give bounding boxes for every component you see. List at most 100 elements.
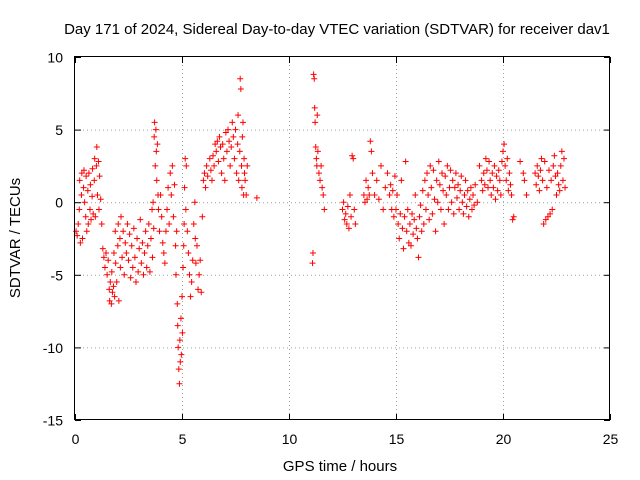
data-point	[311, 104, 318, 111]
data-point	[394, 191, 401, 198]
data-point	[89, 193, 96, 200]
data-point	[369, 170, 376, 177]
data-point	[226, 138, 233, 145]
data-point	[460, 210, 467, 217]
data-point	[466, 196, 473, 203]
data-point	[417, 202, 424, 209]
data-point	[349, 152, 356, 159]
data-point	[492, 196, 499, 203]
data-point	[421, 177, 428, 184]
data-point	[430, 167, 437, 174]
y-tick-label: -5	[51, 267, 64, 283]
data-point	[76, 206, 83, 213]
data-point	[500, 148, 506, 155]
data-point	[436, 181, 443, 188]
data-point	[343, 220, 350, 227]
data-point	[73, 228, 80, 235]
data-point	[220, 155, 227, 162]
data-point	[115, 297, 122, 304]
x-tick-label: 0	[72, 431, 80, 447]
data-point	[207, 167, 214, 174]
data-point	[553, 191, 560, 198]
data-point	[455, 181, 462, 188]
data-point	[153, 177, 160, 184]
data-point	[506, 170, 513, 177]
data-point	[237, 75, 244, 82]
data-point	[386, 191, 393, 198]
data-point	[182, 155, 189, 162]
data-point	[198, 289, 205, 296]
data-point	[111, 293, 118, 300]
data-point	[99, 245, 106, 252]
data-point	[157, 191, 164, 198]
data-point	[509, 216, 516, 223]
data-point	[398, 177, 405, 184]
y-tick-label: 10	[47, 50, 63, 66]
data-point	[384, 170, 391, 177]
data-point	[152, 126, 159, 133]
data-point	[495, 167, 502, 174]
data-point	[478, 177, 485, 184]
x-tick-label: 10	[282, 431, 298, 447]
data-point	[149, 254, 156, 261]
data-point	[412, 191, 419, 198]
data-point	[520, 170, 527, 177]
data-point	[431, 196, 438, 203]
data-point	[114, 242, 121, 249]
data-point	[482, 155, 489, 162]
data-point	[534, 162, 541, 169]
data-point	[173, 228, 180, 235]
data-point	[371, 191, 378, 198]
data-point	[174, 300, 181, 307]
data-point	[418, 228, 425, 235]
data-point	[153, 148, 160, 155]
data-point	[364, 196, 371, 203]
data-point	[182, 206, 189, 213]
data-point	[485, 184, 492, 191]
data-point	[139, 239, 146, 246]
data-point	[464, 187, 471, 194]
data-point	[210, 152, 217, 159]
data-point	[467, 184, 474, 191]
data-point	[135, 268, 142, 275]
data-point	[536, 187, 543, 194]
data-point	[548, 177, 555, 184]
data-point	[402, 158, 409, 165]
data-point	[181, 220, 188, 227]
data-point	[223, 148, 230, 155]
data-point	[449, 177, 456, 184]
data-point	[229, 119, 236, 126]
data-point	[562, 184, 569, 191]
y-tick-label: -15	[43, 413, 63, 429]
data-point	[239, 119, 246, 126]
data-point	[231, 155, 238, 162]
data-point	[387, 181, 394, 188]
data-point	[192, 235, 199, 242]
data-point	[317, 177, 324, 184]
data-point	[517, 158, 524, 165]
data-point	[172, 242, 179, 249]
data-point	[169, 162, 176, 169]
data-point	[309, 260, 316, 267]
data-point	[550, 162, 557, 169]
data-point	[367, 138, 374, 145]
data-point	[121, 271, 128, 278]
data-point	[103, 250, 110, 257]
data-point	[504, 155, 511, 162]
data-point	[228, 144, 235, 151]
data-point	[462, 177, 469, 184]
data-point	[117, 264, 124, 271]
data-point	[498, 158, 505, 165]
data-point	[219, 141, 226, 148]
data-point	[85, 220, 92, 227]
data-point	[94, 191, 101, 198]
data-point	[425, 191, 432, 198]
data-point	[150, 199, 157, 206]
data-point	[532, 170, 539, 177]
x-tick-label: 20	[496, 431, 512, 447]
data-point	[419, 187, 426, 194]
data-point	[363, 177, 370, 184]
data-point	[450, 210, 457, 217]
data-point	[166, 220, 173, 227]
data-point	[403, 228, 410, 235]
